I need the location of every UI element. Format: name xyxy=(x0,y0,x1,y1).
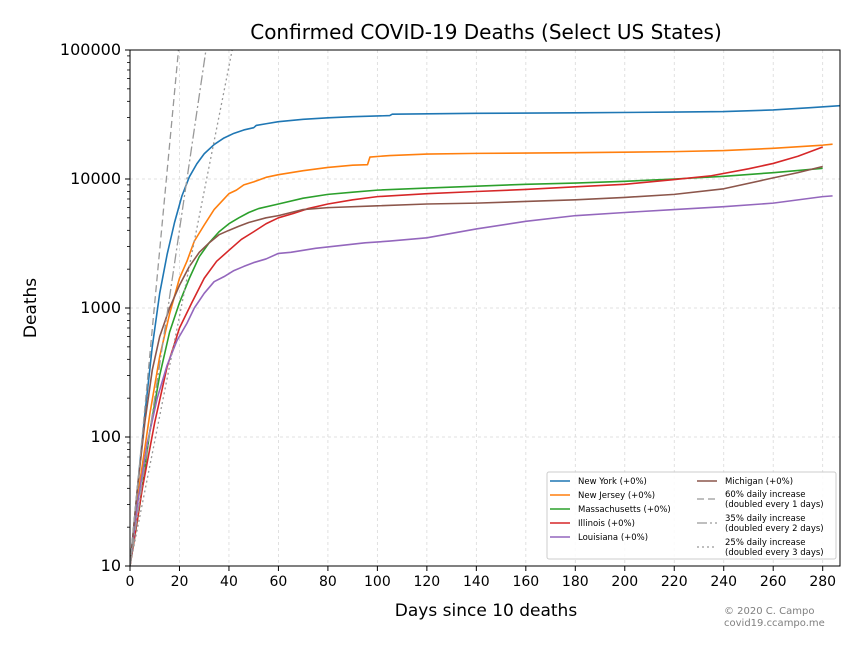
x-tick-label: 140 xyxy=(463,574,490,590)
legend-label: Michigan (+0%) xyxy=(725,477,793,487)
x-tick-label: 180 xyxy=(562,574,589,590)
axis-ticks: 0 20 40 60 80 100 120 140 160 180 200 220 240 260 280 1… xyxy=(60,40,836,590)
series-line xyxy=(130,143,833,566)
x-tick-label: 200 xyxy=(611,574,638,590)
y-tick-label: 100 xyxy=(90,427,121,446)
x-tick-label: 260 xyxy=(760,574,787,590)
credit-copyright: © 2020 C. Campo xyxy=(724,606,815,617)
legend-box xyxy=(546,471,837,560)
series-line xyxy=(130,167,823,566)
legend-label: New York (+0%) xyxy=(578,477,647,487)
legend-label: 35% daily increase xyxy=(725,514,805,524)
series-line xyxy=(130,195,833,566)
legend-label: Massachusetts (+0%) xyxy=(578,505,671,515)
x-axis-label: Days since 10 deaths xyxy=(395,601,578,621)
legend-label: 25% daily increase xyxy=(725,538,805,548)
y-axis-label: Deaths xyxy=(21,278,41,338)
x-tick-label: 160 xyxy=(512,574,539,590)
y-tick-label: 10 xyxy=(101,556,121,575)
x-tick-label: 20 xyxy=(171,574,189,590)
x-tick-label: 280 xyxy=(809,574,836,590)
x-tick-label: 80 xyxy=(319,574,337,590)
legend: New York (+0%) New Jersey (+0%) Massachuse… xyxy=(546,471,837,560)
x-tick-label: 240 xyxy=(710,574,737,590)
y-tick-label: 10000 xyxy=(70,169,121,188)
grid xyxy=(130,50,840,566)
series-line xyxy=(130,104,840,566)
series-line xyxy=(130,50,207,566)
series-line xyxy=(130,50,180,566)
y-tick-label: 1000 xyxy=(80,298,121,317)
x-tick-label: 40 xyxy=(220,574,238,590)
legend-label: Illinois (+0%) xyxy=(578,519,635,529)
x-tick-label: 220 xyxy=(661,574,688,590)
credit: © 2020 C. Campo covid19.ccampo.me xyxy=(724,606,825,630)
chart-title: Confirmed COVID-19 Deaths (Select US Sta… xyxy=(250,20,722,44)
legend-label: (doubled every 3 days) xyxy=(725,548,824,558)
plot-lines xyxy=(130,50,840,566)
series-line xyxy=(130,165,823,566)
legend-label: Louisiana (+0%) xyxy=(578,533,648,543)
legend-label: 60% daily increase xyxy=(725,490,805,500)
legend-label: (doubled every 2 days) xyxy=(725,524,824,534)
credit-website: covid19.ccampo.me xyxy=(724,618,825,629)
x-tick-label: 120 xyxy=(413,574,440,590)
legend-label: New Jersey (+0%) xyxy=(578,491,655,501)
x-tick-label: 100 xyxy=(364,574,391,590)
y-tick-label: 100000 xyxy=(60,40,121,59)
x-tick-label: 0 xyxy=(126,574,135,590)
legend-label: (doubled every 1 days) xyxy=(725,500,824,510)
x-tick-label: 60 xyxy=(270,574,288,590)
